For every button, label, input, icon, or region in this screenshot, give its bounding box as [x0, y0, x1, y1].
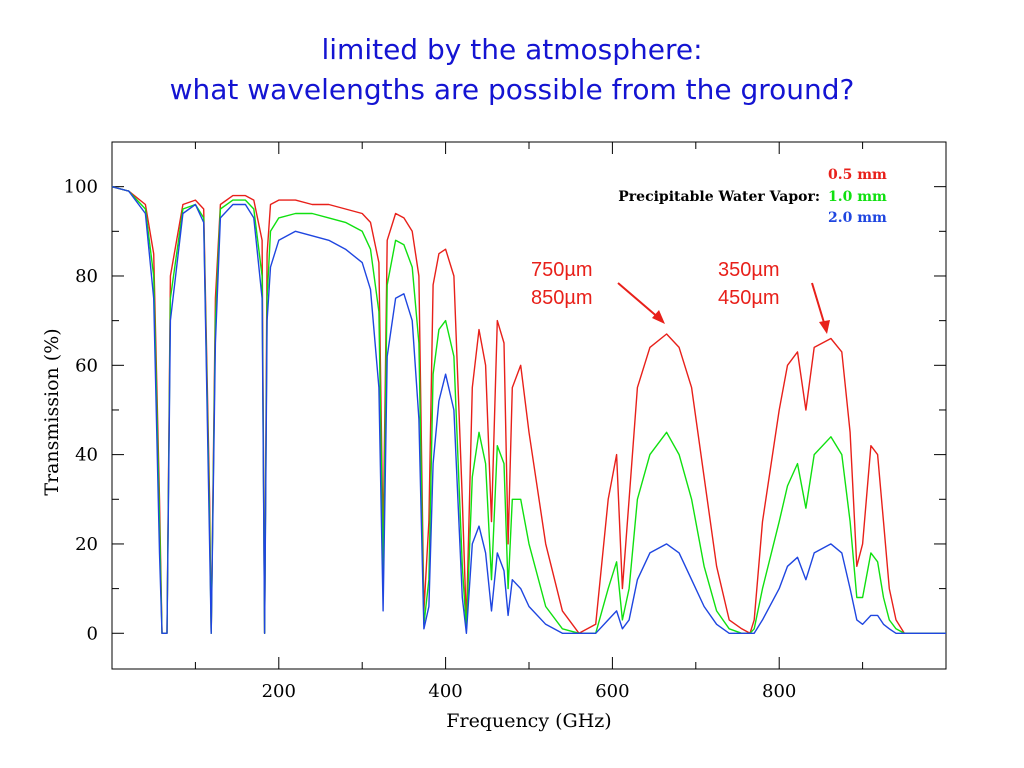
slide-title: limited by the atmosphere: what waveleng… — [0, 30, 1024, 110]
x-axis-title: Frequency (GHz) — [446, 710, 611, 732]
legend-heading: Precipitable Water Vapor: — [618, 189, 820, 205]
annotation-arrow-1 — [617, 282, 661, 320]
series-line-2-0-mm — [111, 186, 946, 634]
series-lines — [111, 186, 946, 634]
series-line-1-0-mm — [111, 186, 946, 634]
series-line-0-5-mm — [111, 186, 946, 634]
annotation-450-label: 450µm — [718, 287, 780, 309]
legend-entry-0-5mm: 0.5 mm — [828, 167, 887, 183]
x-tick-label: 800 — [762, 681, 796, 702]
annotation-arrowhead-2 — [819, 320, 830, 334]
plot-frame — [111, 141, 947, 670]
annotation-750-label: 750µm — [531, 259, 593, 281]
y-tick-label: 100 — [64, 177, 98, 198]
legend: Precipitable Water Vapor: 0.5 mm 1.0 mm … — [618, 167, 887, 226]
annotation-850-label: 850µm — [531, 287, 593, 309]
legend-entry-1-0mm: 1.0 mm — [828, 189, 887, 205]
annotation-arrowhead-1 — [652, 310, 665, 324]
slide-title-line1: limited by the atmosphere: — [321, 33, 703, 66]
annotation-arrow-2 — [811, 282, 826, 327]
legend-entry-2-0mm: 2.0 mm — [828, 210, 887, 226]
y-tick-label: 40 — [75, 445, 98, 466]
y-axis-title: Transmission (%) — [41, 328, 63, 495]
annotation-750-850: 750µm 850µm — [531, 259, 665, 324]
x-tick-label: 400 — [428, 681, 462, 702]
y-tick-label: 80 — [75, 266, 98, 287]
y-tick-label: 20 — [75, 534, 98, 555]
axis-ticks: 200 400 600 800 0 20 40 60 80 100 — [64, 142, 946, 702]
annotation-350-label: 350µm — [718, 259, 780, 281]
x-tick-label: 600 — [595, 681, 629, 702]
y-tick-label: 60 — [75, 355, 98, 376]
x-tick-label: 200 — [262, 681, 296, 702]
y-tick-label: 0 — [87, 623, 98, 644]
slide-title-line2: what wavelengths are possible from the g… — [169, 73, 855, 106]
annotation-350-450: 350µm 450µm — [718, 259, 830, 334]
